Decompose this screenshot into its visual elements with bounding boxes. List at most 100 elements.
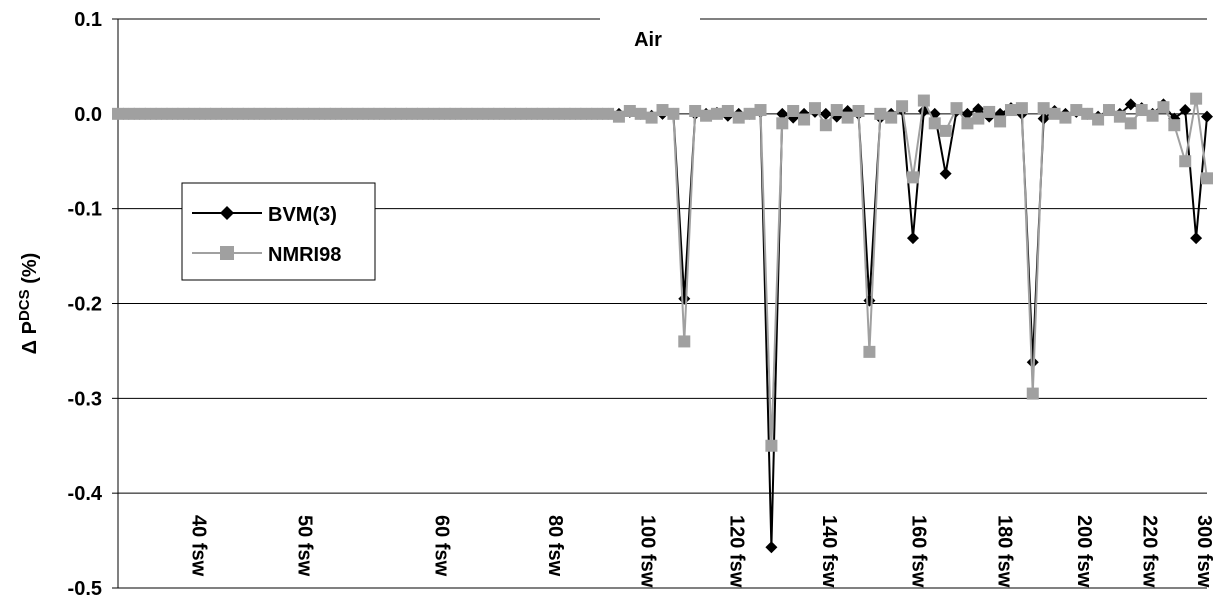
- marker: [438, 107, 451, 120]
- marker: [634, 107, 647, 120]
- series-line: [118, 102, 1208, 548]
- marker: [384, 107, 397, 120]
- marker: [133, 107, 146, 120]
- marker: [1179, 104, 1192, 117]
- marker: [122, 107, 135, 120]
- x-tick-label: 220 fsw: [1138, 515, 1160, 588]
- marker: [547, 107, 560, 120]
- marker: [231, 107, 244, 120]
- marker: [1048, 107, 1061, 120]
- marker: [525, 107, 538, 120]
- marker: [612, 110, 625, 123]
- marker: [1190, 92, 1203, 105]
- marker: [798, 113, 811, 126]
- marker: [373, 107, 386, 120]
- marker: [591, 107, 604, 120]
- marker: [1015, 102, 1028, 115]
- x-tick-label: 140 fsw: [818, 515, 840, 588]
- marker: [754, 104, 767, 117]
- marker: [906, 171, 919, 184]
- marker: [1113, 110, 1126, 123]
- marker: [656, 104, 669, 117]
- chart-title: Air: [634, 29, 662, 51]
- marker: [536, 107, 549, 120]
- marker: [471, 107, 484, 120]
- x-tick-label: 60 fsw: [431, 515, 453, 577]
- marker: [972, 112, 985, 125]
- marker: [1026, 356, 1039, 369]
- marker: [1201, 110, 1213, 123]
- marker: [144, 107, 157, 120]
- marker: [787, 104, 800, 117]
- marker: [1004, 104, 1017, 117]
- y-tick-label: -0.1: [68, 199, 102, 221]
- x-tick-label: 200 fsw: [1073, 515, 1095, 588]
- legend-label: NMRI98: [268, 244, 341, 266]
- marker: [950, 102, 963, 115]
- marker: [765, 439, 778, 452]
- marker: [340, 107, 353, 120]
- marker: [210, 107, 223, 120]
- legend-box: [181, 182, 376, 281]
- marker: [318, 107, 331, 120]
- marker: [928, 117, 941, 130]
- y-label-base: Δ P: [19, 321, 41, 354]
- marker: [308, 107, 321, 120]
- marker: [906, 232, 919, 245]
- marker: [460, 107, 473, 120]
- marker: [1124, 98, 1137, 111]
- marker: [667, 107, 680, 120]
- marker: [939, 124, 952, 137]
- marker: [112, 107, 124, 120]
- marker: [732, 111, 745, 124]
- marker: [297, 107, 310, 120]
- marker: [721, 104, 734, 117]
- marker: [1026, 387, 1039, 400]
- marker: [863, 345, 876, 358]
- marker: [1179, 155, 1192, 168]
- marker: [700, 109, 713, 122]
- marker: [493, 107, 506, 120]
- y-tick-label: -0.4: [68, 483, 103, 505]
- marker: [1102, 104, 1115, 117]
- marker: [286, 107, 299, 120]
- marker: [623, 104, 636, 117]
- marker: [329, 107, 342, 120]
- marker: [406, 107, 419, 120]
- marker: [819, 119, 832, 132]
- marker: [983, 105, 996, 118]
- marker: [994, 115, 1007, 128]
- marker: [1081, 107, 1094, 120]
- marker: [1037, 102, 1050, 115]
- marker: [1124, 117, 1137, 130]
- x-tick-label: 120 fsw: [726, 515, 748, 588]
- marker: [852, 104, 865, 117]
- marker: [841, 111, 854, 124]
- x-tick-label: 300 fsw: [1193, 515, 1215, 588]
- marker: [917, 94, 930, 107]
- marker: [765, 541, 778, 554]
- marker: [188, 107, 201, 120]
- marker: [885, 111, 898, 124]
- marker: [569, 107, 582, 120]
- y-axis-label: Δ PDCS (%): [16, 253, 41, 355]
- marker: [580, 107, 593, 120]
- y-tick-label: -0.3: [68, 388, 102, 410]
- marker: [504, 107, 517, 120]
- marker: [939, 167, 952, 180]
- marker: [972, 103, 985, 116]
- y-tick-label: -0.2: [68, 294, 102, 316]
- x-tick-label: 50 fsw: [293, 515, 315, 577]
- marker: [776, 107, 789, 120]
- legend-marker: [220, 206, 234, 220]
- marker: [166, 107, 179, 120]
- marker: [961, 117, 974, 130]
- marker: [602, 107, 615, 120]
- marker: [362, 107, 375, 120]
- x-tick-label: 100 fsw: [636, 515, 658, 588]
- marker: [808, 102, 821, 115]
- x-tick-label: 40 fsw: [188, 515, 210, 577]
- marker: [678, 292, 691, 305]
- marker: [177, 107, 190, 120]
